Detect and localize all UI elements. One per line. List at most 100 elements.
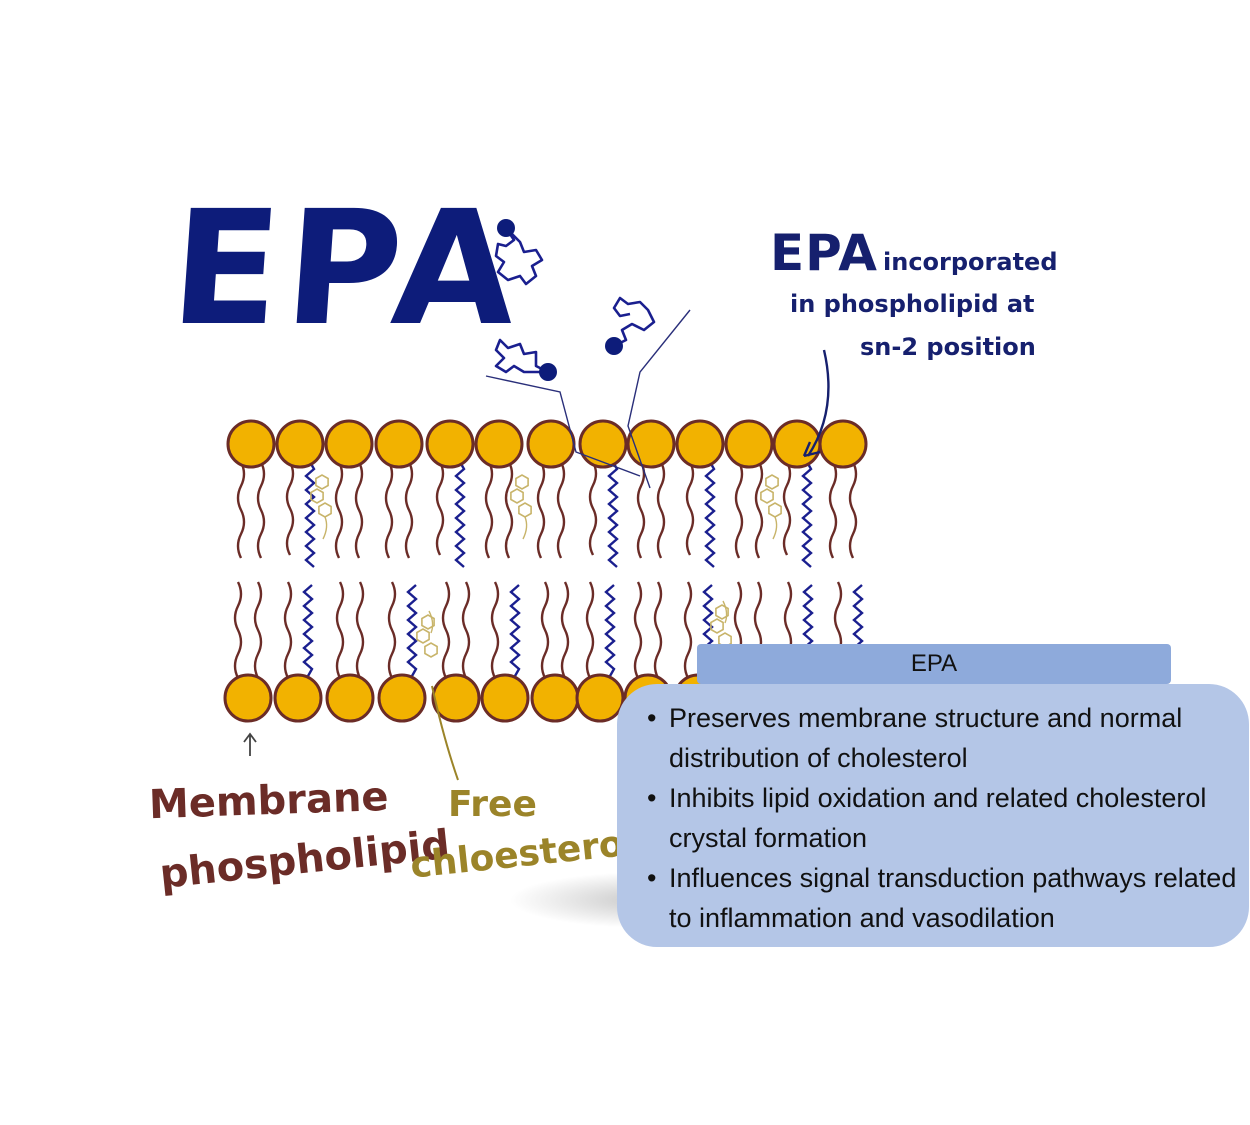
phospholipid-tail — [334, 461, 344, 559]
epa-tail — [704, 461, 716, 568]
phospholipid-tail — [256, 461, 266, 559]
incorporation-line — [485, 375, 641, 477]
info-box-header: EPA — [697, 644, 1171, 684]
phospholipid-head — [530, 673, 580, 723]
membrane-label-line1: Membrane — [148, 773, 390, 829]
diagram-title: EPA — [165, 177, 528, 361]
phospholipid-tail — [685, 461, 695, 556]
cholesterol-ring — [318, 502, 332, 518]
cholesterol-tail — [772, 516, 778, 540]
phospholipid-tail — [734, 461, 744, 559]
free-epa-chain — [612, 296, 656, 348]
phospholipid-tail — [560, 581, 570, 679]
phospholipid-tail — [233, 581, 243, 679]
free-cholesterol-label: Free chloesterol — [408, 780, 637, 887]
phospholipid-head — [578, 419, 628, 469]
cholesterol-molecule — [416, 610, 438, 658]
phospholipid-head — [377, 673, 427, 723]
phospholipid-tail — [461, 581, 471, 679]
annotation-line3: sn-2 position — [860, 333, 1036, 361]
phospholipid-tail — [683, 581, 693, 679]
phospholipid-head — [324, 419, 374, 469]
phospholipid-tail — [387, 581, 397, 679]
phospholipid-tail — [653, 581, 663, 679]
cholesterol-molecule — [760, 474, 782, 540]
incorporation-line — [627, 309, 691, 489]
annotation-arrows — [243, 309, 830, 781]
cholesterol-ring — [715, 604, 729, 620]
phospholipid-head — [374, 419, 424, 469]
info-bullet: Preserves membrane structure and normal … — [647, 698, 1239, 778]
phospholipid-tail — [441, 581, 451, 679]
phospholipid-tail — [355, 581, 365, 679]
phospholipid-head — [273, 673, 323, 723]
phospholipid-tail — [404, 461, 414, 559]
info-box: Preserves membrane structure and normal … — [617, 684, 1249, 947]
epa-tail — [302, 584, 314, 677]
phospholipid-tail — [636, 461, 646, 559]
epa-tail — [801, 461, 813, 568]
phospholipid-head — [474, 419, 524, 469]
phospholipid-head — [226, 419, 276, 469]
phospholipid-tail — [633, 581, 643, 679]
epa-tail — [604, 584, 616, 677]
phospholipid-head — [675, 419, 725, 469]
annotation-line1: incorporated — [883, 248, 1058, 276]
free-epa-molecules — [494, 219, 656, 381]
phospholipid-tail — [283, 581, 293, 679]
info-bullet: Influences signal transduction pathways … — [647, 858, 1239, 938]
phospholipid-tail — [285, 461, 295, 556]
cholesterol-molecule — [510, 474, 532, 540]
phospholipid-head — [223, 673, 273, 723]
phospholipid-tail — [754, 461, 764, 559]
free-epa-head — [539, 363, 557, 381]
phospholipid-head — [325, 673, 375, 723]
phospholipid-tail — [484, 461, 494, 559]
cholesterol-ring — [518, 502, 532, 518]
phospholipid-tail — [253, 581, 263, 679]
phospholipid-tail — [236, 461, 246, 559]
phospholipid-head — [275, 419, 325, 469]
phospholipid-head — [724, 419, 774, 469]
phospholipid-tail — [848, 461, 858, 559]
epa-tail — [607, 461, 619, 568]
annotation-epa: EPA — [770, 224, 878, 282]
cholesterol-ring — [416, 628, 430, 644]
phospholipid-tail — [536, 461, 546, 559]
cholesterol-label-arrow — [431, 685, 459, 781]
phospholipid-head — [526, 419, 576, 469]
phospholipid-tail — [504, 461, 514, 559]
phospholipid-head — [772, 419, 822, 469]
cholesterol-ring — [760, 488, 774, 504]
phospholipid-tail — [556, 461, 566, 559]
cholesterol-tail — [322, 516, 328, 540]
cholesterol-molecule — [710, 600, 732, 648]
cholesterol-label-line1: Free — [448, 784, 537, 825]
phospholipid-tail — [354, 461, 364, 559]
cholesterol-ring — [310, 488, 324, 504]
cholesterol-ring — [515, 474, 529, 490]
phospholipid-tail — [490, 581, 500, 679]
cholesterol-ring — [315, 474, 329, 490]
phospholipid-head — [425, 419, 475, 469]
sn2-arrowhead — [802, 441, 821, 458]
phospholipid-tail — [540, 581, 550, 679]
cholesterol-tail — [722, 600, 728, 624]
epa-tail — [406, 584, 418, 677]
phospholipid-head — [480, 673, 530, 723]
cholesterol-molecule — [310, 474, 332, 540]
annotation-line2: in phospholipid at — [790, 290, 1035, 318]
epa-annotation: EPA incorporated — [770, 228, 1058, 278]
free-epa-chain — [494, 226, 544, 286]
cholesterol-ring — [710, 618, 724, 634]
info-bullet-list: Preserves membrane structure and normal … — [647, 698, 1239, 938]
phospholipid-head — [575, 673, 625, 723]
phospholipid-tail — [384, 461, 394, 559]
phospholipid-head — [626, 419, 676, 469]
cholesterol-ring — [421, 614, 435, 630]
cholesterol-ring — [765, 474, 779, 490]
cholesterol-ring — [510, 488, 524, 504]
membrane-label-arrow — [243, 732, 257, 756]
cholesterol-tail — [522, 516, 528, 540]
